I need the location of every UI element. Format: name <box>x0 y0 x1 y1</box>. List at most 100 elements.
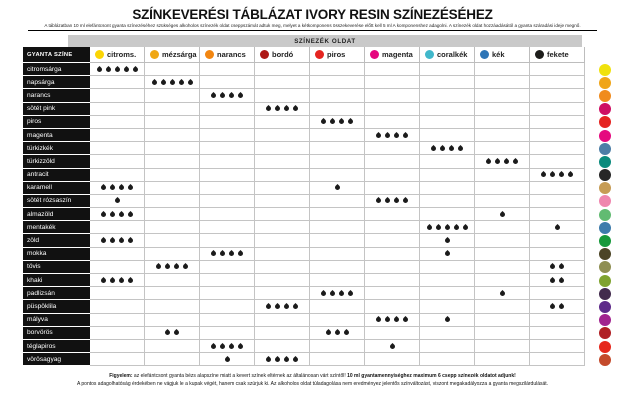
drop-icon <box>443 250 451 258</box>
drop-icon <box>236 91 245 100</box>
page-title: SZÍNKEVERÉSI TÁBLÁZAT IVORY RESIN SZÍNEZ… <box>132 7 493 22</box>
drops-cell <box>365 313 420 327</box>
drops-cell <box>200 326 255 340</box>
drop-icon <box>374 316 383 324</box>
drops-cell <box>200 300 255 314</box>
row-label: narancs <box>23 89 90 103</box>
drops-cell <box>475 247 530 261</box>
drops-cell <box>90 221 145 235</box>
drops-cell <box>475 274 530 288</box>
drop-icon <box>337 118 346 126</box>
swatch-cell <box>585 89 625 102</box>
drop-icon <box>186 78 194 86</box>
drop-icon <box>319 118 328 126</box>
row-label: mályva <box>23 313 90 327</box>
drops-cell <box>475 181 530 195</box>
drops-cell <box>90 300 145 314</box>
drops-cell <box>420 247 475 261</box>
drop-icon <box>117 276 126 284</box>
drops-cell <box>365 300 420 314</box>
drops-cell <box>310 142 365 156</box>
colorant-dot-icon <box>260 50 269 59</box>
drop-icon <box>209 250 218 258</box>
drop-icon <box>218 250 227 258</box>
drop-icon <box>154 263 163 271</box>
drops-cell <box>200 102 255 116</box>
drops-cell <box>365 287 420 301</box>
drops-cell <box>90 287 145 301</box>
drops-cell <box>255 168 310 182</box>
swatch-cell <box>585 208 625 221</box>
colorant-dot-icon <box>425 50 434 59</box>
drops-cell <box>420 313 475 327</box>
drop-icon <box>181 263 190 271</box>
drops-cell <box>200 194 255 209</box>
drop-icon <box>328 118 337 126</box>
drops-cell <box>145 194 200 209</box>
row-label: napsárga <box>23 76 90 90</box>
colorant-group-header: SZÍNEZÉK OLDAT <box>68 35 582 47</box>
drops-cell <box>420 168 475 182</box>
swatch-cell <box>585 116 625 129</box>
result-color-swatch <box>599 169 611 182</box>
footer-warning-label: Figyelem: <box>109 373 133 380</box>
drop-icon <box>502 157 511 165</box>
drop-icon <box>429 144 438 152</box>
drop-icon <box>557 302 566 311</box>
column-header-label: narancs <box>217 50 246 59</box>
drops-cell <box>255 221 310 235</box>
drops-cell <box>420 326 475 340</box>
drops-cell <box>530 326 585 340</box>
drop-icon <box>374 197 383 205</box>
drops-cell <box>200 313 255 327</box>
drops-cell <box>475 102 530 116</box>
drops-cell <box>475 63 530 77</box>
divider-line <box>28 30 597 31</box>
drops-cell <box>145 102 200 116</box>
drops-cell <box>310 128 365 143</box>
row-label: karamell <box>23 181 90 195</box>
drop-icon <box>108 210 117 218</box>
drop-icon <box>498 210 506 218</box>
drops-cell <box>255 208 310 222</box>
drops-cell <box>475 234 530 248</box>
drop-icon <box>227 342 236 350</box>
drop-icon <box>273 355 282 363</box>
drop-icon <box>104 65 112 73</box>
drops-cell <box>475 128 530 143</box>
drop-icon <box>126 236 135 245</box>
mixing-table: GYANTA SZÍNE citroms. mézsárga narancs bordó… <box>23 47 625 367</box>
drops-cell <box>255 339 310 354</box>
drop-icon <box>498 289 506 297</box>
swatch-cell <box>585 169 625 182</box>
footer-note: Figyelem: az elefántcsont gyanta bézs al… <box>0 372 625 388</box>
footer-line-1-text: az elefántcsont gyanta bézs alapszíne mi… <box>132 373 348 380</box>
drops-cell <box>530 168 585 182</box>
drop-icon <box>548 276 557 284</box>
drops-cell <box>310 260 365 274</box>
drops-cell <box>90 353 145 367</box>
drop-icon <box>236 250 245 258</box>
drop-icon <box>264 105 273 113</box>
swatch-column-spacer <box>585 47 625 63</box>
drops-cell <box>420 142 475 156</box>
result-color-swatch <box>599 208 611 221</box>
drops-cell <box>255 128 310 143</box>
drop-icon <box>282 105 291 113</box>
drops-cell <box>365 128 420 143</box>
drops-cell <box>420 181 475 195</box>
drops-cell <box>365 221 420 235</box>
drops-cell <box>310 326 365 340</box>
drops-cell <box>420 76 475 90</box>
drops-cell <box>530 313 585 327</box>
drops-cell <box>475 260 530 274</box>
drop-icon <box>108 184 117 192</box>
drops-cell <box>200 287 255 301</box>
drops-cell <box>200 260 255 274</box>
drop-icon <box>163 263 172 271</box>
footer-line-1: Figyelem: az elefántcsont gyanta bézs al… <box>0 372 625 380</box>
drops-cell <box>145 326 200 340</box>
drop-icon <box>218 91 227 100</box>
drop-icon <box>383 131 392 139</box>
result-color-swatch <box>599 103 611 116</box>
